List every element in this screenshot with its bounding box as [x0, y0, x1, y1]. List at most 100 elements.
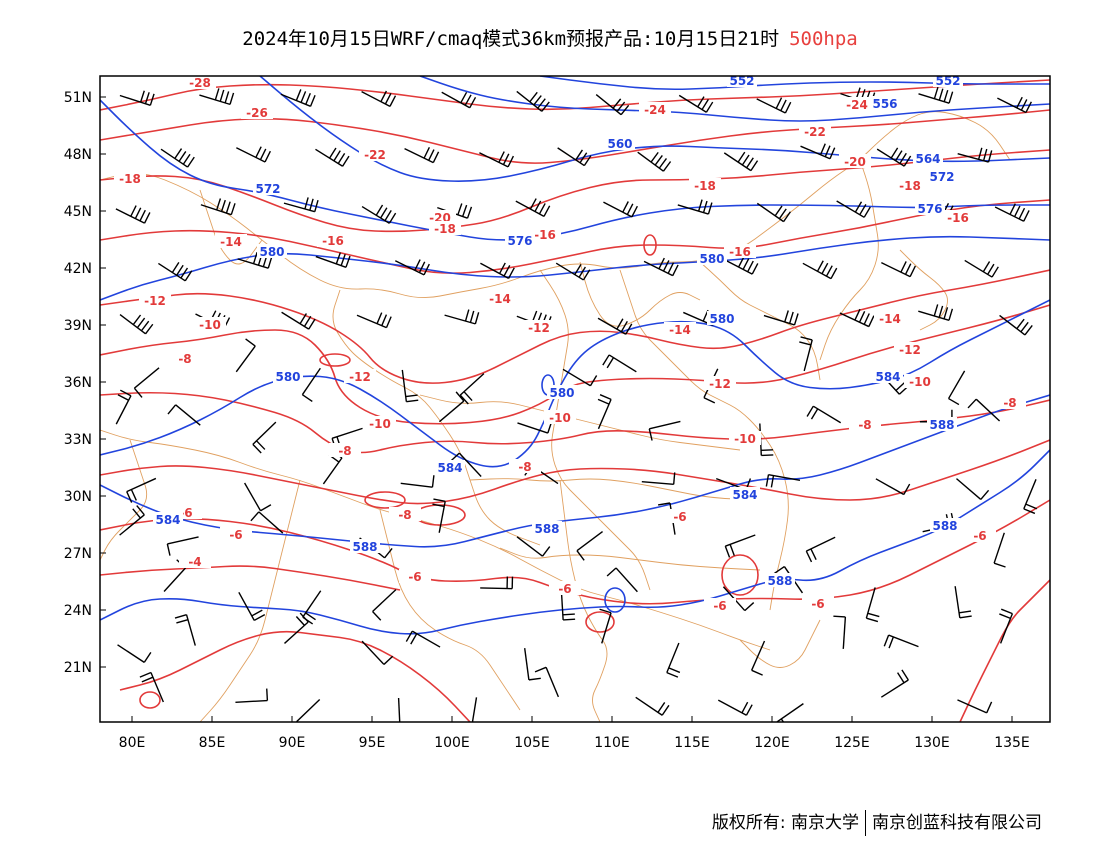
wind-barb — [839, 308, 875, 328]
temperature-isotherm — [100, 199, 1050, 274]
temperature-label: -10 — [909, 375, 931, 389]
wind-barb — [301, 367, 321, 403]
temperature-label: -14 — [879, 312, 901, 326]
temperature-label: -6 — [229, 528, 242, 542]
temperature-label: -6 — [408, 570, 421, 584]
wind-barb — [361, 204, 397, 224]
wind-barb — [993, 532, 1006, 568]
wind-barb — [643, 257, 679, 277]
temperature-isotherm — [959, 579, 1050, 722]
boundary-line — [699, 261, 821, 381]
wind-barb — [678, 94, 714, 113]
lat-tick-label: 51N — [64, 90, 92, 106]
temperature-label: -12 — [899, 343, 921, 357]
wind-barb — [717, 699, 753, 716]
wind-barb — [954, 586, 972, 619]
wind-barb — [677, 199, 713, 215]
wind-barb — [160, 148, 195, 168]
lon-tick-label: 135E — [994, 735, 1030, 751]
wind-barb — [235, 688, 269, 703]
temperature-label: -18 — [694, 179, 716, 193]
wind-barb — [555, 262, 591, 281]
height-label: 580 — [699, 252, 724, 266]
temperature-label: -10 — [199, 318, 221, 332]
boundary-line — [579, 261, 701, 327]
height-label: 560 — [607, 137, 632, 151]
wind-barb — [480, 262, 515, 279]
wind-barb — [751, 640, 766, 676]
temperature-isotherm — [100, 439, 1050, 505]
copyright-text: 版权所有: 南京大学 — [711, 813, 859, 833]
temperature-label: -8 — [398, 508, 411, 522]
wind-barb — [119, 313, 154, 335]
temperature-label: -10 — [734, 432, 756, 446]
wind-barb — [595, 94, 630, 116]
boundary-line — [499, 547, 761, 571]
wind-barb — [450, 452, 482, 477]
wind-barb — [236, 146, 271, 163]
height-closed-contour — [604, 587, 626, 613]
pressure-level: 500hpa — [789, 28, 858, 50]
wind-barbs — [115, 86, 1038, 722]
temperature-label: -18 — [119, 172, 141, 186]
longitude-axis: 80E 85E 90E 95E 100E 105E 110E 115E 120E 125E 130E… — [119, 716, 1030, 751]
copyright-footer: 版权所有: 南京大学 南京创蓝科技有限公司 — [712, 808, 1042, 836]
lon-tick-label: 85E — [199, 735, 226, 751]
wind-barb — [480, 576, 514, 590]
wind-barb — [836, 200, 871, 218]
lat-tick-label: 21N — [64, 660, 92, 676]
temperature-isotherm — [100, 565, 401, 591]
temperature-label: -12 — [709, 377, 731, 391]
height-label: 572 — [929, 170, 954, 184]
height-label: 580 — [549, 386, 574, 400]
lat-tick-label: 42N — [64, 261, 92, 277]
wind-barb — [635, 696, 670, 716]
wind-barb — [139, 671, 164, 703]
wind-barb — [296, 699, 321, 722]
height-label: 572 — [255, 182, 280, 196]
lat-tick-label: 27N — [64, 546, 92, 562]
temperature-label: -16 — [322, 234, 344, 248]
wind-barb — [881, 261, 917, 278]
boundary-line — [559, 479, 608, 722]
wind-barb — [281, 311, 316, 330]
wind-barb — [606, 567, 638, 593]
height-label: 556 — [872, 97, 897, 111]
lon-tick-label: 100E — [434, 735, 470, 751]
height-label: 588 — [929, 418, 954, 432]
wind-barb — [516, 90, 550, 112]
wind-barb — [999, 608, 1014, 644]
height-label: 588 — [767, 574, 792, 588]
boundary-line — [739, 619, 821, 668]
temperature-closed-contour — [721, 554, 759, 596]
lon-tick-label: 110E — [594, 735, 630, 751]
temperature-label: -8 — [178, 352, 191, 366]
wind-barb — [648, 420, 681, 441]
latitude-axis: 51N 48N 45N 42N 39N 36N 33N 30N 27N 24N 21N — [64, 90, 106, 676]
wind-barb — [405, 630, 441, 648]
temperature-label: -22 — [364, 148, 386, 162]
temperature-isotherm — [100, 269, 1050, 384]
boundary-line — [379, 509, 521, 711]
lat-tick-label: 45N — [64, 204, 92, 220]
wind-barb — [880, 669, 909, 698]
wind-barb — [765, 473, 801, 488]
boundary-line — [619, 269, 789, 611]
wind-barb — [562, 368, 598, 387]
wind-barb — [133, 367, 160, 398]
wind-barb — [776, 703, 804, 722]
temperature-label: -16 — [534, 228, 556, 242]
boundary-line — [819, 159, 879, 361]
company-name: 南京创蓝科技有限公司 — [872, 813, 1042, 833]
wind-barb — [438, 391, 465, 423]
wind-barb — [244, 482, 272, 512]
wind-barb — [763, 310, 799, 326]
temperature-label: -24 — [846, 98, 868, 112]
lat-tick-label: 30N — [64, 489, 92, 505]
wind-barb — [394, 259, 430, 276]
wind-barb — [994, 203, 1030, 222]
wind-barb — [166, 536, 199, 556]
wind-barb — [637, 151, 672, 172]
height-isoline — [539, 76, 1050, 91]
wind-barb — [865, 587, 880, 623]
